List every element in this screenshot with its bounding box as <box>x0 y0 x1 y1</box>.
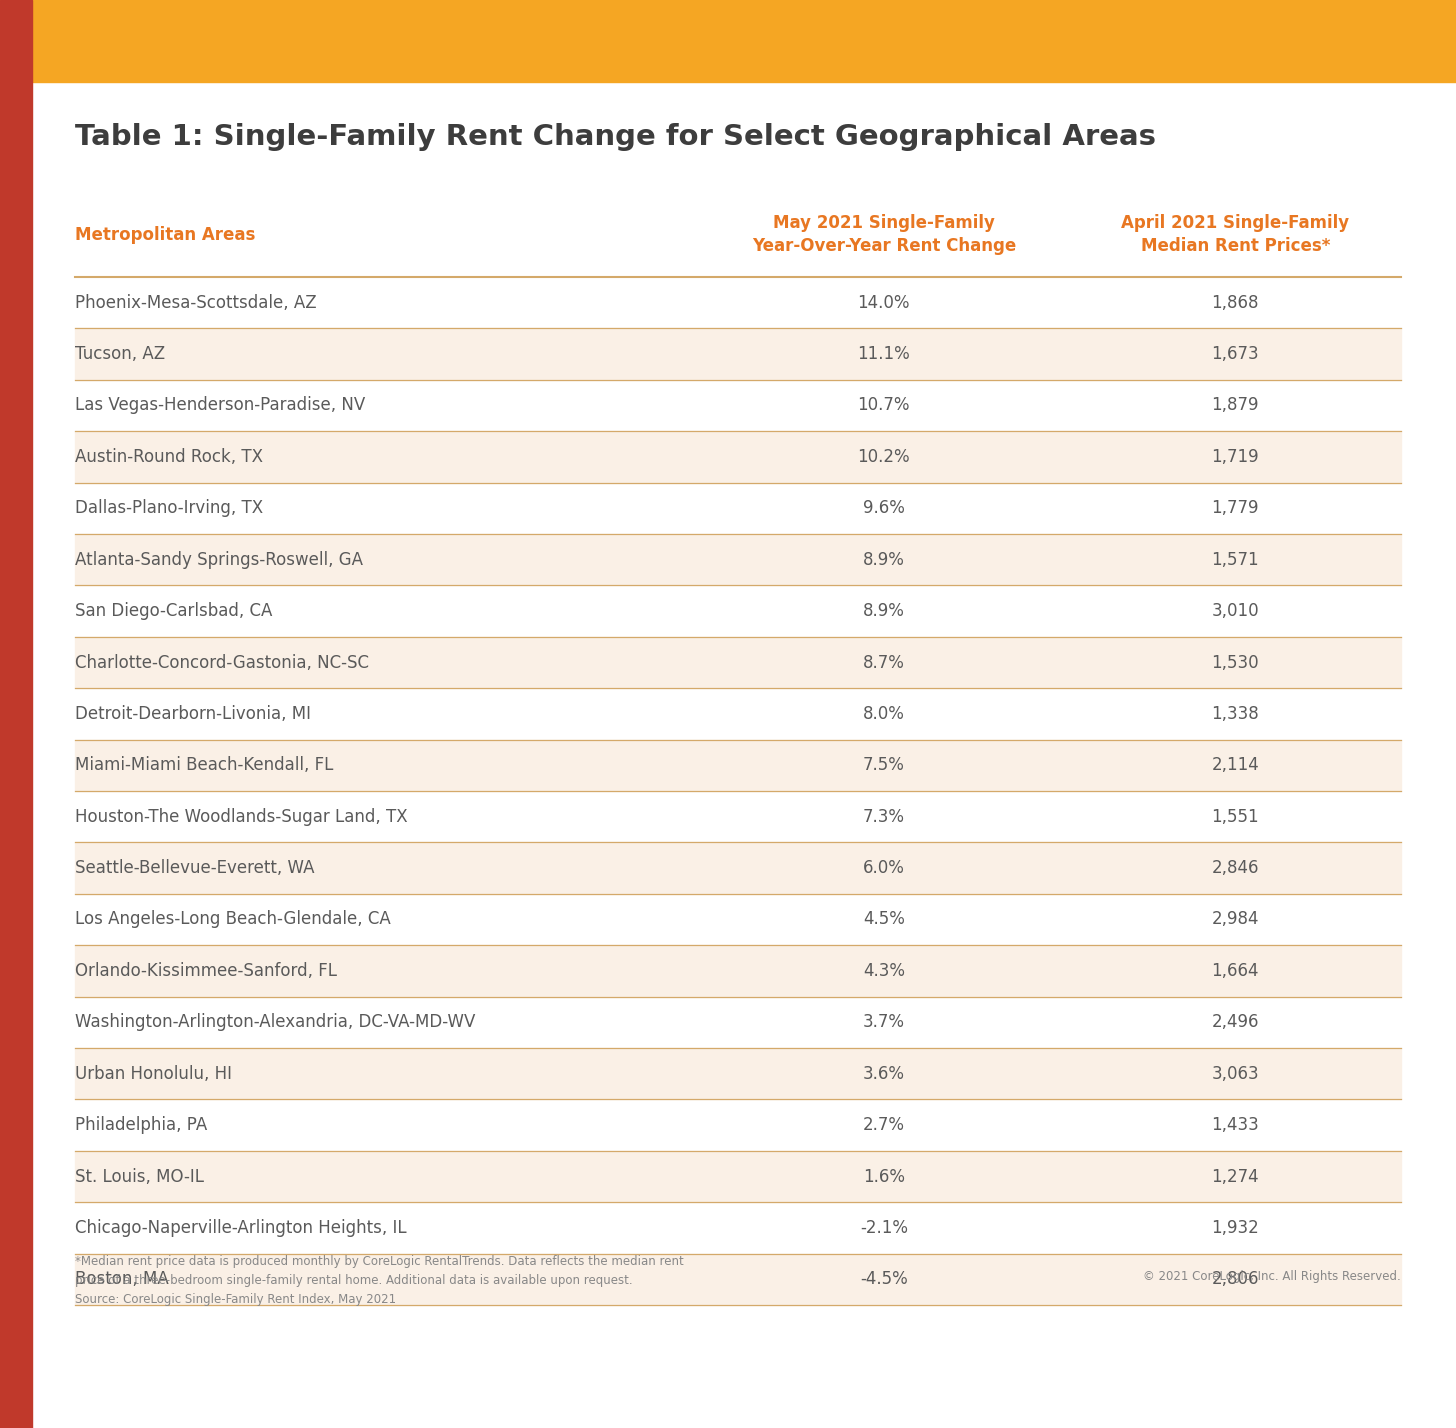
Text: 1,932: 1,932 <box>1211 1220 1259 1237</box>
Bar <box>76 740 1401 791</box>
Text: 11.1%: 11.1% <box>858 346 910 363</box>
Text: Atlanta-Sandy Springs-Roswell, GA: Atlanta-Sandy Springs-Roswell, GA <box>76 551 363 568</box>
Text: 2,984: 2,984 <box>1211 911 1259 928</box>
Text: 3.6%: 3.6% <box>863 1065 904 1082</box>
Text: Metropolitan Areas: Metropolitan Areas <box>76 226 255 244</box>
Text: Austin-Round Rock, TX: Austin-Round Rock, TX <box>76 448 264 466</box>
Text: Philadelphia, PA: Philadelphia, PA <box>76 1117 207 1134</box>
Text: © 2021 CoreLogic, Inc. All Rights Reserved.: © 2021 CoreLogic, Inc. All Rights Reserv… <box>1143 1269 1401 1282</box>
Text: Houston-The Woodlands-Sugar Land, TX: Houston-The Woodlands-Sugar Land, TX <box>76 808 408 825</box>
Text: Detroit-Dearborn-Livonia, MI: Detroit-Dearborn-Livonia, MI <box>76 705 312 723</box>
Text: 3,010: 3,010 <box>1211 603 1259 620</box>
Text: San Diego-Carlsbad, CA: San Diego-Carlsbad, CA <box>76 603 272 620</box>
Text: 7.5%: 7.5% <box>863 757 904 774</box>
Text: 3.7%: 3.7% <box>863 1014 904 1031</box>
Text: 1,338: 1,338 <box>1211 705 1259 723</box>
Text: 8.7%: 8.7% <box>863 654 904 671</box>
Text: Seattle-Bellevue-Everett, WA: Seattle-Bellevue-Everett, WA <box>76 860 314 877</box>
Text: 1,274: 1,274 <box>1211 1168 1259 1185</box>
Text: Las Vegas-Henderson-Paradise, NV: Las Vegas-Henderson-Paradise, NV <box>76 397 365 414</box>
Text: 3,063: 3,063 <box>1211 1065 1259 1082</box>
Text: Miami-Miami Beach-Kendall, FL: Miami-Miami Beach-Kendall, FL <box>76 757 333 774</box>
Bar <box>76 1151 1401 1202</box>
Text: 8.0%: 8.0% <box>863 705 904 723</box>
Text: 1,571: 1,571 <box>1211 551 1259 568</box>
Text: Orlando-Kissimmee-Sanford, FL: Orlando-Kissimmee-Sanford, FL <box>76 962 336 980</box>
Bar <box>76 637 1401 688</box>
Text: 6.0%: 6.0% <box>863 860 904 877</box>
Text: 2,846: 2,846 <box>1211 860 1259 877</box>
Bar <box>76 328 1401 380</box>
Text: 1.6%: 1.6% <box>863 1168 904 1185</box>
Text: 1,779: 1,779 <box>1211 500 1259 517</box>
Bar <box>76 1254 1401 1305</box>
Text: 8.9%: 8.9% <box>863 603 904 620</box>
Text: 10.7%: 10.7% <box>858 397 910 414</box>
Text: Table 1: Single-Family Rent Change for Select Geographical Areas: Table 1: Single-Family Rent Change for S… <box>76 123 1156 151</box>
Text: 1,673: 1,673 <box>1211 346 1259 363</box>
Text: 1,719: 1,719 <box>1211 448 1259 466</box>
Text: 1,879: 1,879 <box>1211 397 1259 414</box>
Bar <box>0 0 1456 81</box>
Bar <box>0 0 32 81</box>
Text: 4.5%: 4.5% <box>863 911 904 928</box>
Text: 7.3%: 7.3% <box>863 808 904 825</box>
Text: Urban Honolulu, HI: Urban Honolulu, HI <box>76 1065 232 1082</box>
Text: Charlotte-Concord-Gastonia, NC-SC: Charlotte-Concord-Gastonia, NC-SC <box>76 654 368 671</box>
Text: 1,530: 1,530 <box>1211 654 1259 671</box>
Bar <box>76 945 1401 997</box>
Text: May 2021 Single-Family
Year-Over-Year Rent Change: May 2021 Single-Family Year-Over-Year Re… <box>751 214 1016 256</box>
Text: Dallas-Plano-Irving, TX: Dallas-Plano-Irving, TX <box>76 500 264 517</box>
Bar <box>76 534 1401 585</box>
Text: 8.9%: 8.9% <box>863 551 904 568</box>
Bar <box>76 431 1401 483</box>
Text: April 2021 Single-Family
Median Rent Prices*: April 2021 Single-Family Median Rent Pri… <box>1121 214 1350 256</box>
Text: 10.2%: 10.2% <box>858 448 910 466</box>
Text: 2,496: 2,496 <box>1211 1014 1259 1031</box>
Text: -4.5%: -4.5% <box>860 1271 907 1288</box>
Text: Tucson, AZ: Tucson, AZ <box>76 346 165 363</box>
Text: 9.6%: 9.6% <box>863 500 904 517</box>
Text: 2,114: 2,114 <box>1211 757 1259 774</box>
Text: -2.1%: -2.1% <box>860 1220 909 1237</box>
Text: 4.3%: 4.3% <box>863 962 904 980</box>
Text: Boston, MA: Boston, MA <box>76 1271 169 1288</box>
Text: *Median rent price data is produced monthly by CoreLogic RentalTrends. Data refl: *Median rent price data is produced mont… <box>76 1255 684 1307</box>
Bar <box>76 1048 1401 1100</box>
Bar <box>76 843 1401 894</box>
Text: Chicago-Naperville-Arlington Heights, IL: Chicago-Naperville-Arlington Heights, IL <box>76 1220 406 1237</box>
Text: 1,664: 1,664 <box>1211 962 1259 980</box>
Text: 1,433: 1,433 <box>1211 1117 1259 1134</box>
Bar <box>0 81 32 1428</box>
Text: Washington-Arlington-Alexandria, DC-VA-MD-WV: Washington-Arlington-Alexandria, DC-VA-M… <box>76 1014 475 1031</box>
Text: St. Louis, MO-IL: St. Louis, MO-IL <box>76 1168 204 1185</box>
Text: 1,868: 1,868 <box>1211 294 1259 311</box>
Text: 2,806: 2,806 <box>1211 1271 1259 1288</box>
Text: Los Angeles-Long Beach-Glendale, CA: Los Angeles-Long Beach-Glendale, CA <box>76 911 390 928</box>
Text: 1,551: 1,551 <box>1211 808 1259 825</box>
Text: 2.7%: 2.7% <box>863 1117 904 1134</box>
Text: Phoenix-Mesa-Scottsdale, AZ: Phoenix-Mesa-Scottsdale, AZ <box>76 294 316 311</box>
Text: 14.0%: 14.0% <box>858 294 910 311</box>
